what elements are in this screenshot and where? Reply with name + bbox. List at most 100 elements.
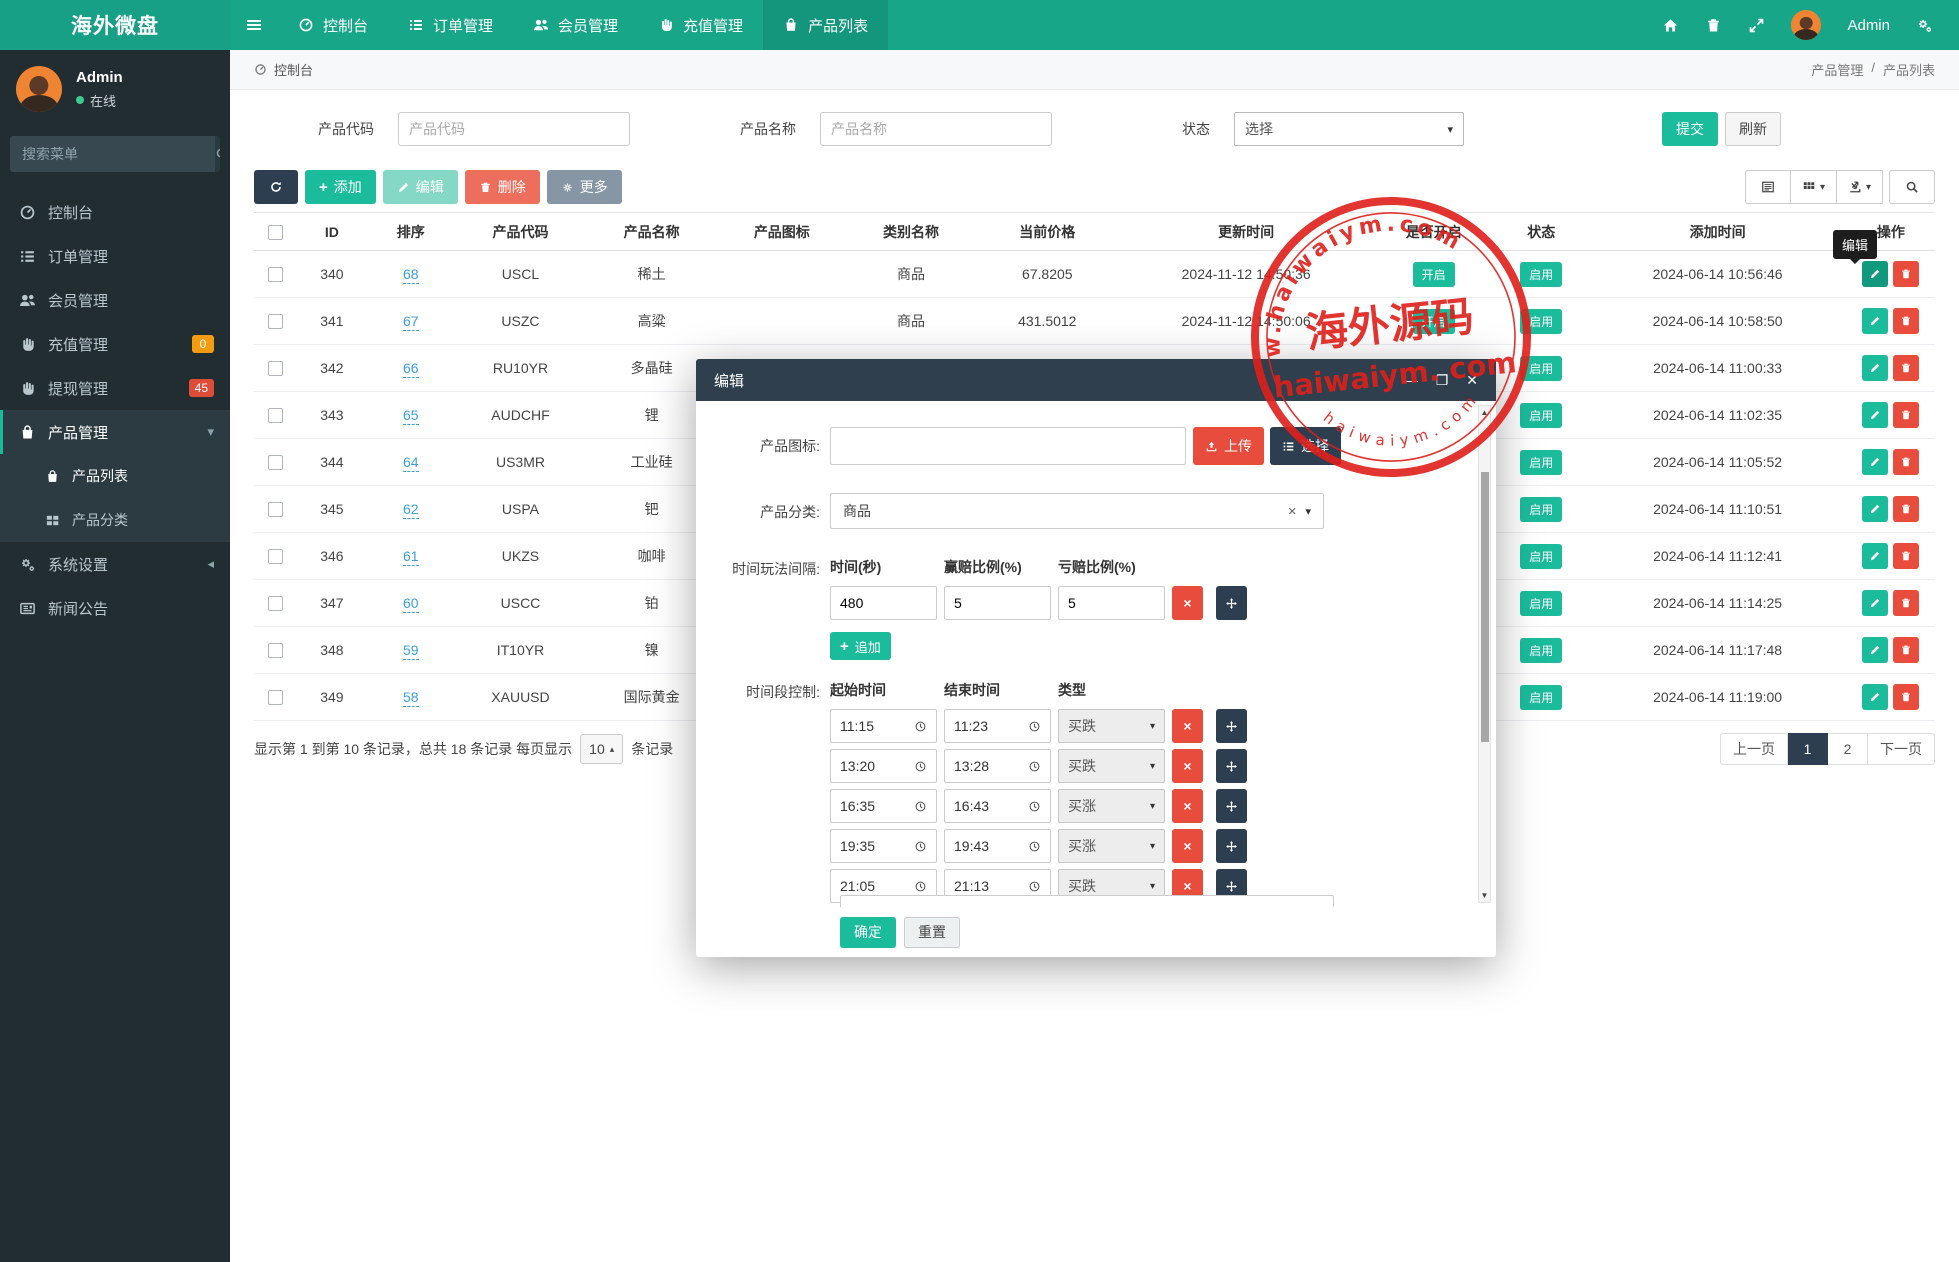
sidebar-item-settings[interactable]: 系统设置 ◂ xyxy=(0,542,230,586)
sidebar-item-product-category[interactable]: 产品分类 xyxy=(0,498,230,542)
reset-button[interactable]: 重置 xyxy=(904,916,960,948)
sidebar-item-withdraw[interactable]: 提现管理 45 xyxy=(0,366,230,410)
detail-view-button[interactable] xyxy=(1745,170,1791,204)
append-interval-button[interactable]: + 追加 xyxy=(830,632,891,660)
row-checkbox[interactable] xyxy=(268,408,284,424)
partial-input[interactable] xyxy=(840,895,1334,907)
sidebar-item-news[interactable]: 新闻公告 xyxy=(0,586,230,630)
page-button-1[interactable]: 1 xyxy=(1788,733,1828,765)
edit-button[interactable]: 编辑 xyxy=(382,170,458,204)
start-time-input[interactable]: 11:15 xyxy=(830,709,937,743)
edit-row-button[interactable] xyxy=(1862,402,1889,428)
sort-link[interactable]: 62 xyxy=(403,501,419,519)
sidebar-item-product-list[interactable]: 产品列表 xyxy=(0,454,230,498)
export-button[interactable]: ▾ xyxy=(1837,170,1883,204)
columns-button[interactable]: ▾ xyxy=(1791,170,1837,204)
edit-row-button[interactable] xyxy=(1862,684,1889,710)
scrollbar-thumb[interactable] xyxy=(1481,472,1489,742)
col-header-category[interactable]: 类别名称 xyxy=(846,212,976,251)
interval-seconds-input[interactable] xyxy=(830,586,937,620)
page-size-select[interactable]: 10 ▴ xyxy=(580,734,624,764)
sidebar-toggle-button[interactable] xyxy=(230,0,278,50)
delete-button[interactable]: 删除 xyxy=(464,170,540,204)
delete-row-button[interactable] xyxy=(1893,496,1920,522)
breadcrumb-home[interactable]: 控制台 xyxy=(274,63,314,78)
row-checkbox[interactable] xyxy=(268,314,284,330)
delete-row-button[interactable] xyxy=(1893,590,1920,616)
move-period-button[interactable] xyxy=(1216,709,1247,743)
next-page-button[interactable]: 下一页 xyxy=(1868,733,1935,765)
confirm-button[interactable]: 确定 xyxy=(840,916,896,948)
delete-row-button[interactable] xyxy=(1893,402,1920,428)
col-header-status[interactable]: 状态 xyxy=(1494,212,1589,251)
remove-period-button[interactable]: × xyxy=(1172,709,1203,743)
nav-item-orders[interactable]: 订单管理 xyxy=(388,0,513,50)
end-time-input[interactable]: 11:23 xyxy=(944,709,1051,743)
type-select[interactable]: 买跌 ▾ xyxy=(1058,749,1165,783)
nav-item-products[interactable]: 产品列表 xyxy=(763,0,889,50)
minimize-icon[interactable]: — xyxy=(1403,372,1418,388)
search-toggle-button[interactable] xyxy=(1889,170,1935,204)
modal-header[interactable]: 编辑 — ❐ ✕ xyxy=(696,359,1496,401)
add-button[interactable]: + 添加 xyxy=(305,170,376,204)
start-time-input[interactable]: 19:35 xyxy=(830,829,937,863)
edit-row-button[interactable] xyxy=(1862,261,1889,287)
select-all-checkbox[interactable] xyxy=(268,224,284,240)
edit-row-button[interactable] xyxy=(1862,637,1889,663)
remove-period-button[interactable]: × xyxy=(1172,749,1203,783)
end-time-input[interactable]: 13:28 xyxy=(944,749,1051,783)
delete-row-button[interactable] xyxy=(1893,308,1920,334)
scroll-up-icon[interactable]: ▲ xyxy=(1480,408,1489,417)
row-checkbox[interactable] xyxy=(268,596,284,612)
delete-row-button[interactable] xyxy=(1893,355,1920,381)
col-header-name[interactable]: 产品名称 xyxy=(586,212,718,251)
delete-row-button[interactable] xyxy=(1893,637,1920,663)
remove-period-button[interactable]: × xyxy=(1172,789,1203,823)
maximize-icon[interactable]: ❐ xyxy=(1435,372,1449,388)
sort-link[interactable]: 60 xyxy=(403,595,419,613)
sort-link[interactable]: 68 xyxy=(403,266,419,284)
edit-row-button[interactable] xyxy=(1862,449,1889,475)
submit-button[interactable]: 提交 xyxy=(1662,112,1718,146)
sort-link[interactable]: 64 xyxy=(403,454,419,472)
sidebar-item-dashboard[interactable]: 控制台 xyxy=(0,190,230,234)
category-select[interactable]: 商品 × ▾ xyxy=(830,493,1324,529)
row-checkbox[interactable] xyxy=(268,361,284,377)
product-icon-input[interactable] xyxy=(830,427,1186,465)
row-checkbox[interactable] xyxy=(268,690,284,706)
upload-button[interactable]: 上传 xyxy=(1193,427,1264,465)
edit-row-button[interactable] xyxy=(1862,355,1889,381)
clear-icon[interactable]: × xyxy=(1287,502,1297,520)
nav-item-members[interactable]: 会员管理 xyxy=(513,0,638,50)
sort-link[interactable]: 66 xyxy=(403,360,419,378)
refresh-filter-button[interactable]: 刷新 xyxy=(1725,112,1781,146)
sidebar-item-product-mgmt[interactable]: 产品管理 ▾ xyxy=(0,410,230,454)
sidebar-item-orders[interactable]: 订单管理 xyxy=(0,234,230,278)
refresh-table-button[interactable] xyxy=(254,170,298,204)
end-time-input[interactable]: 19:43 xyxy=(944,829,1051,863)
brand-logo[interactable]: 海外微盘 xyxy=(0,0,230,50)
sort-link[interactable]: 58 xyxy=(403,689,419,707)
delete-row-button[interactable] xyxy=(1893,543,1920,569)
remove-period-button[interactable]: × xyxy=(1172,829,1203,863)
type-select[interactable]: 买涨 ▾ xyxy=(1058,789,1165,823)
edit-row-button[interactable] xyxy=(1862,496,1889,522)
row-checkbox[interactable] xyxy=(268,455,284,471)
status-select[interactable]: 选择 ▾ xyxy=(1234,112,1464,146)
delete-row-button[interactable] xyxy=(1893,449,1920,475)
col-header-sort[interactable]: 排序 xyxy=(366,212,455,251)
move-period-button[interactable] xyxy=(1216,749,1247,783)
col-header-code[interactable]: 产品代码 xyxy=(454,212,587,251)
start-time-input[interactable]: 13:20 xyxy=(830,749,937,783)
end-time-input[interactable]: 16:43 xyxy=(944,789,1051,823)
interval-win-input[interactable] xyxy=(944,586,1051,620)
move-interval-button[interactable] xyxy=(1216,586,1247,620)
nav-item-dashboard[interactable]: 控制台 xyxy=(278,0,388,50)
start-time-input[interactable]: 16:35 xyxy=(830,789,937,823)
breadcrumb-parent[interactable]: 产品管理 xyxy=(1811,63,1864,78)
move-period-button[interactable] xyxy=(1216,829,1247,863)
sort-link[interactable]: 65 xyxy=(403,407,419,425)
interval-lose-input[interactable] xyxy=(1058,586,1165,620)
col-header-added[interactable]: 添加时间 xyxy=(1588,212,1847,251)
col-header-updated[interactable]: 更新时间 xyxy=(1119,212,1374,251)
